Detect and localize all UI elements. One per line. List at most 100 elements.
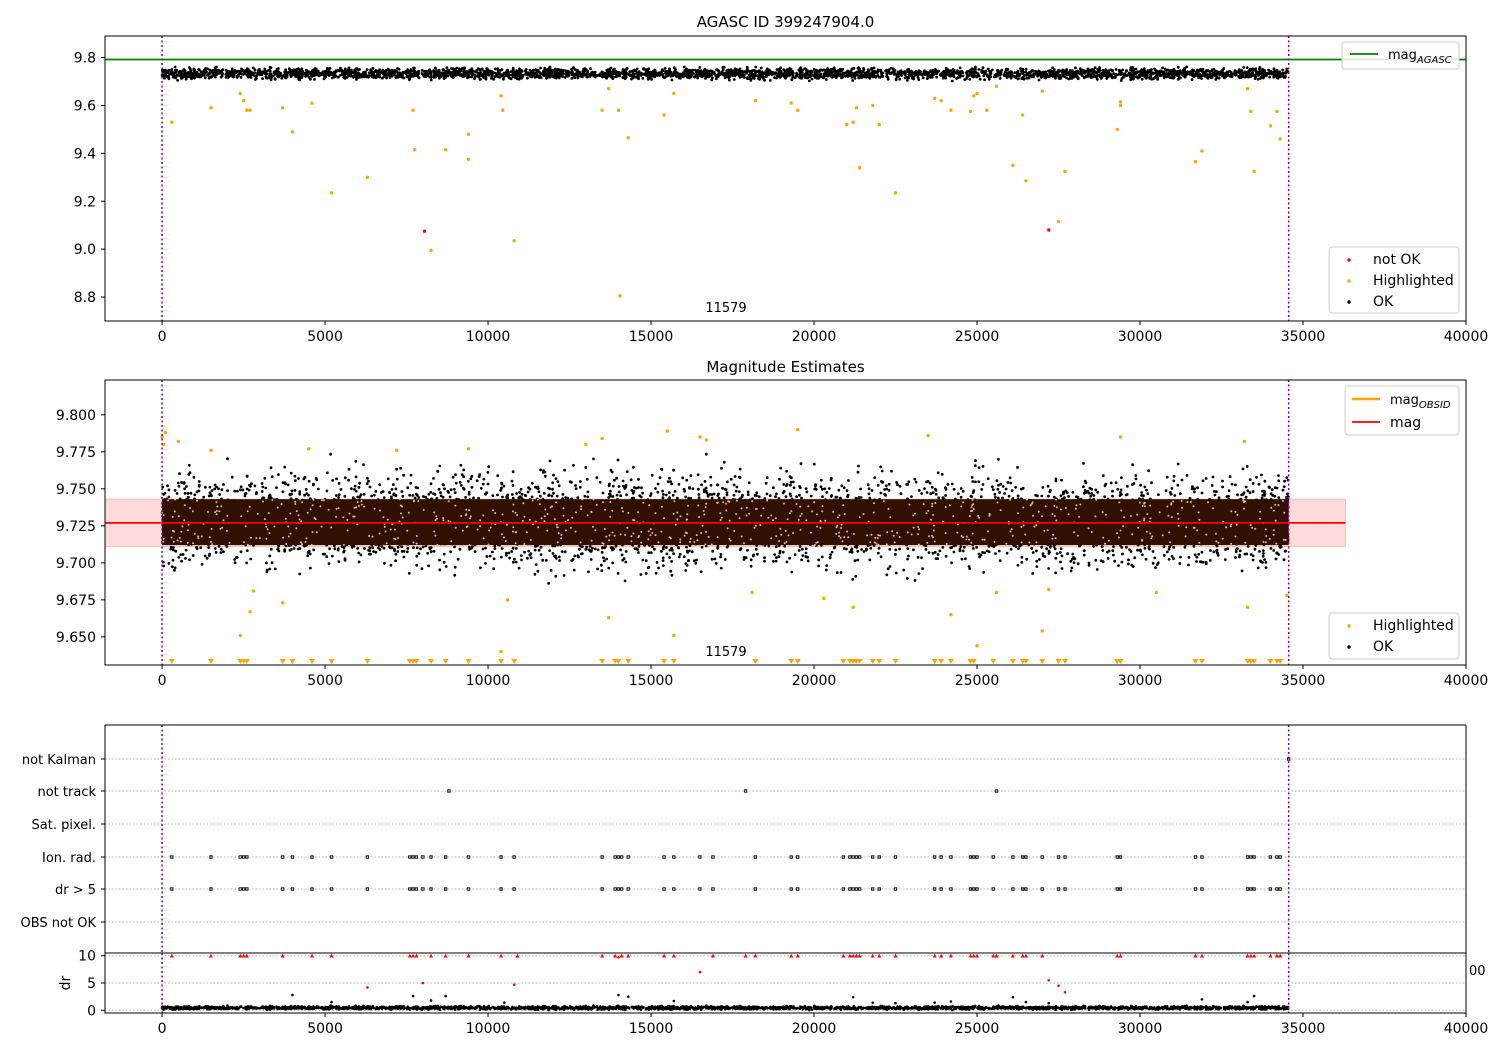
ok-point: [253, 68, 257, 72]
ok-point: [475, 479, 479, 483]
ok-point: [1190, 78, 1194, 81]
ok-point: [1024, 67, 1028, 71]
ok-point: [967, 69, 971, 73]
highlighted-point: [238, 91, 242, 96]
ok-point: [391, 69, 395, 73]
ok-point: [585, 73, 588, 77]
ok-point: [492, 77, 496, 81]
ok-point: [1051, 66, 1054, 70]
ok-point: [662, 564, 665, 567]
ok-point: [410, 72, 414, 76]
ok-point: [1135, 75, 1138, 79]
ok-point: [693, 75, 696, 79]
ok-point: [1282, 76, 1286, 79]
ok-point: [812, 462, 816, 466]
ok-point: [818, 75, 822, 79]
ok-point: [1254, 70, 1258, 73]
ok-point: [922, 72, 926, 76]
ok-point: [688, 75, 691, 79]
ok-point: [563, 468, 566, 472]
ok-point: [745, 69, 749, 72]
ok-point: [325, 555, 329, 559]
ok-point: [837, 74, 841, 77]
ok-point: [947, 74, 951, 77]
ok-point: [253, 78, 257, 81]
ok-point: [800, 76, 803, 80]
ok-point: [512, 69, 515, 72]
ok-point: [872, 66, 876, 70]
ok-point: [996, 74, 999, 78]
ok-point: [1089, 69, 1093, 73]
ok-point: [219, 71, 223, 75]
ok-point: [921, 76, 925, 80]
ok-point: [230, 67, 234, 71]
ok-point: [800, 73, 804, 76]
ok-point: [463, 74, 466, 78]
ok-point: [515, 71, 519, 74]
ok-point: [280, 74, 283, 78]
ok-point: [1282, 558, 1286, 562]
ok-point: [1183, 66, 1187, 70]
ok-point: [617, 485, 621, 488]
ok-point: [304, 68, 308, 72]
ok-point: [940, 473, 944, 476]
ok-point: [696, 76, 699, 80]
ok-point: [1176, 69, 1180, 73]
highlighted-point: [600, 108, 604, 112]
ok-point: [446, 74, 450, 78]
ok-point: [186, 72, 190, 76]
ok-point: [454, 74, 458, 77]
ok-point: [458, 480, 462, 484]
ok-point: [442, 552, 446, 556]
ok-point: [816, 69, 820, 73]
ok-point: [1176, 65, 1180, 69]
x-tick-label: 15000: [629, 329, 674, 345]
ok-point: [721, 68, 725, 72]
ok-point: [415, 546, 419, 550]
ok-point: [358, 68, 361, 71]
ok-point: [707, 73, 710, 77]
ok-point: [1156, 77, 1160, 81]
ok-point: [982, 74, 986, 78]
ok-point: [222, 483, 225, 486]
ok-point: [685, 71, 689, 75]
ok-point: [579, 74, 583, 78]
ok-point: [677, 546, 680, 550]
ok-point: [1151, 77, 1155, 81]
y-tick-label: 9.2: [74, 194, 96, 210]
ok-point: [399, 466, 402, 470]
ok-point: [518, 491, 521, 494]
ok-point: [175, 68, 179, 72]
ok-point: [1228, 475, 1232, 479]
highlighted-point: [1063, 169, 1067, 174]
ok-point: [528, 72, 531, 75]
ok-point: [221, 68, 225, 71]
ok-point: [1218, 73, 1221, 77]
ok-point: [593, 70, 597, 74]
ok-point: [336, 75, 340, 79]
ok-point: [443, 487, 446, 491]
ok-point: [1184, 74, 1187, 77]
ok-point: [870, 68, 873, 71]
ok-point: [942, 71, 946, 75]
ok-point: [712, 492, 716, 496]
highlighted-point: [932, 96, 937, 100]
ok-point: [704, 452, 708, 456]
ok-point: [496, 69, 500, 73]
ok-point: [951, 73, 955, 77]
ok-point: [1136, 70, 1140, 74]
ok-point: [1263, 71, 1266, 74]
highlighted-point: [466, 157, 471, 162]
ok-point: [636, 75, 639, 79]
ok-point: [979, 495, 983, 499]
ok-point: [530, 70, 534, 73]
ok-point: [1211, 72, 1215, 76]
ok-point: [843, 74, 847, 78]
ok-point: [1242, 66, 1246, 69]
y-tick-label: 9.0: [74, 242, 96, 258]
ok-point: [459, 73, 463, 76]
ok-point: [546, 75, 549, 79]
y-tick-label: 9.4: [74, 146, 96, 162]
ok-point: [675, 71, 679, 74]
ok-point: [1058, 73, 1062, 77]
